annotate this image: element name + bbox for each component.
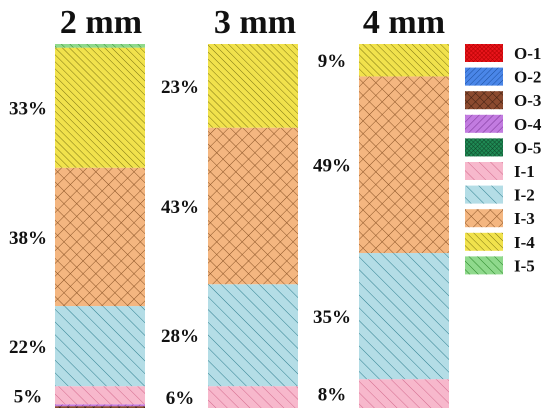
bar-4-mm-i-3-hatch <box>359 76 449 254</box>
legend-swatch-o-4-hatch <box>465 114 503 133</box>
bars-group <box>55 44 449 408</box>
legend-swatch-i-1-hatch <box>465 162 503 180</box>
bar-2-mm-o-4-hatch <box>55 404 145 407</box>
legend-label-i-5: I-5 <box>514 256 535 275</box>
bar-4-mm-i-2-hatch <box>359 253 449 380</box>
legend-label-i-3: I-3 <box>514 209 535 228</box>
bar-3-mm-i-3-hatch <box>208 127 298 285</box>
legend-label-i-2: I-2 <box>514 186 535 205</box>
label-3-mm-i-2: 28% <box>161 326 199 347</box>
bar-3-mm-i-4-hatch <box>208 44 298 128</box>
bar-4-mm-i-1-hatch <box>359 379 449 408</box>
legend-swatch-o-1-hatch <box>465 44 503 62</box>
legend-swatch-i-4-hatch <box>465 232 503 251</box>
bar-2-mm-i-2-hatch <box>55 306 145 387</box>
label-3-mm-i-1: 6% <box>166 388 195 409</box>
legend-swatch-o-2-hatch <box>465 67 503 86</box>
column-title-4-mm: 4 mm <box>363 4 445 41</box>
percentage-labels: 5% 22% 38% 33% 6% 28% 43% 23% 8% 35% 49% 9% <box>9 51 351 409</box>
column-titles: 2 mm 3 mm 4 mm <box>60 4 445 41</box>
legend-label-o-1: O-1 <box>514 44 541 63</box>
legend-label-o-5: O-5 <box>514 138 541 157</box>
legend-label-o-4: O-4 <box>514 115 542 134</box>
legend: O-1 O-2 O-3 O-4 O-5 I-1 I-2 I-3 I-4 I-5 <box>465 44 542 275</box>
label-3-mm-i-3: 43% <box>161 197 199 218</box>
bar-3-mm-i-2-hatch <box>208 284 298 387</box>
label-3-mm-i-4: 23% <box>161 77 199 98</box>
bar-2-mm-o-3-hatch <box>55 406 145 408</box>
bar-2-mm-i-1-hatch <box>55 386 145 405</box>
legend-label-i-1: I-1 <box>514 162 535 181</box>
legend-swatch-i-5-hatch <box>465 256 503 275</box>
label-4-mm-i-1: 8% <box>318 385 347 406</box>
label-2-mm-i-4: 33% <box>9 99 47 120</box>
label-2-mm-i-3: 38% <box>9 228 47 249</box>
legend-label-o-3: O-3 <box>514 91 541 110</box>
bar-2-mm-i-3-hatch <box>55 167 145 307</box>
column-title-2-mm: 2 mm <box>60 4 142 41</box>
label-2-mm-i-2: 22% <box>9 337 47 358</box>
label-4-mm-i-4: 9% <box>318 51 347 72</box>
bar-2-mm-i-5-hatch <box>55 44 145 48</box>
bar-4-mm-i-4-hatch <box>359 44 449 77</box>
label-4-mm-i-3: 49% <box>313 156 351 177</box>
legend-label-o-2: O-2 <box>514 68 541 87</box>
bar-2-mm-i-4-hatch <box>55 47 145 168</box>
legend-swatch-i-3-hatch <box>465 209 503 228</box>
legend-swatch-o-3-hatch <box>465 91 503 110</box>
label-2-mm-i-1: 5% <box>14 386 43 407</box>
legend-swatch-o-5-hatch <box>465 138 503 157</box>
legend-swatch-i-2-hatch <box>465 185 503 204</box>
legend-label-i-4: I-4 <box>514 233 535 252</box>
label-4-mm-i-2: 35% <box>313 307 351 328</box>
column-title-3-mm: 3 mm <box>214 4 296 41</box>
bar-3-mm-i-1-hatch <box>208 386 298 408</box>
